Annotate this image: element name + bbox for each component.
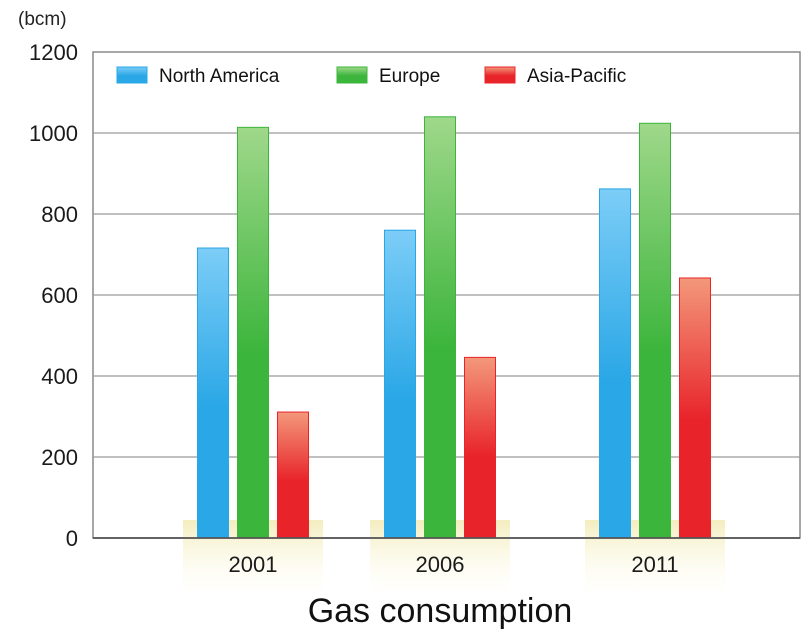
legend: North America Europe Asia-Pacific: [116, 66, 626, 87]
legend-swatch-europe: [336, 66, 368, 84]
bar-north-america-2006: [384, 229, 416, 539]
bar-europe-2001: [237, 126, 269, 539]
x-tick-label: 2001: [229, 552, 278, 577]
legend-swatch-asia-pacific: [484, 66, 516, 84]
bar-north-america-2001: [197, 247, 229, 539]
unit-label: (bcm): [18, 9, 67, 30]
y-tick-label: 1000: [29, 121, 78, 146]
y-tick-label: 200: [41, 445, 78, 470]
bar-asia-pacific-2011: [679, 277, 711, 539]
y-tick-label: 800: [41, 202, 78, 227]
bars: [197, 116, 711, 539]
x-tick-labels: 2001 2006 2011: [229, 552, 679, 577]
bar-europe-2011: [639, 122, 671, 539]
legend-label-north-america: North America: [159, 66, 280, 87]
bar-europe-2006: [424, 116, 456, 539]
bar-asia-pacific-2006: [464, 356, 496, 539]
bar-north-america-2011: [599, 188, 631, 539]
bar-asia-pacific-2001: [277, 411, 309, 539]
y-tick-label: 600: [41, 283, 78, 308]
y-tick-label: 1200: [29, 40, 78, 65]
legend-label-europe: Europe: [379, 66, 440, 87]
y-tick-label: 400: [41, 364, 78, 389]
legend-label-asia-pacific: Asia-Pacific: [527, 66, 626, 87]
y-tick-label: 0: [66, 526, 78, 551]
legend-swatch-north-america: [116, 66, 148, 84]
chart-title: Gas consumption: [308, 592, 573, 630]
y-tick-labels: 0 200 400 600 800 1000 1200: [29, 40, 78, 551]
x-tick-label: 2006: [416, 552, 465, 577]
x-tick-label: 2011: [631, 552, 678, 577]
